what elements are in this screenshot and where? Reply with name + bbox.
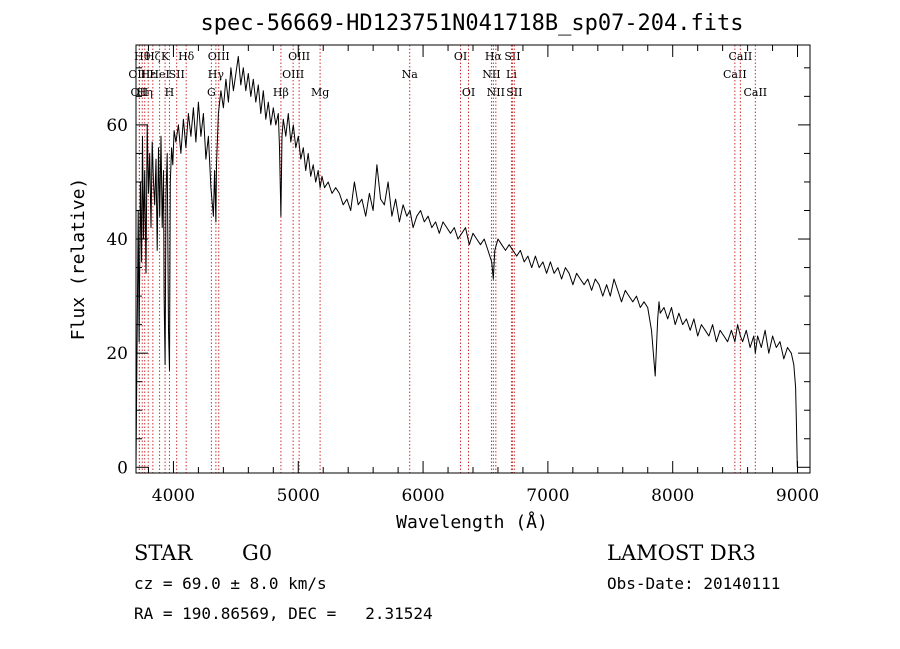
marker-label-20: OI bbox=[462, 86, 475, 99]
marker-label-27: CaII bbox=[723, 68, 747, 81]
marker-label-18: Na bbox=[402, 68, 419, 81]
spectral-line-markers: OII OIII Hθ Hη Hε Hζ HeI K H SII Hδ G Hγ OIII Hβ OIII OI… bbox=[128, 45, 767, 473]
marker-label-25: SII bbox=[504, 50, 520, 63]
y-axis-label: Flux (relative) bbox=[68, 178, 89, 341]
marker-label-7: K bbox=[161, 50, 170, 63]
marker-label-0: OII bbox=[131, 86, 149, 99]
marker-label-23: NII bbox=[487, 86, 505, 99]
x-tick-label-1: 5000 bbox=[277, 486, 320, 506]
marker-label-14: Hβ bbox=[273, 86, 289, 99]
survey-name: LAMOST DR3 bbox=[607, 541, 756, 565]
redshift-velocity: cz = 69.0 ± 8.0 km/s bbox=[134, 574, 327, 593]
flux-series bbox=[135, 55, 798, 468]
marker-label-12: Hγ bbox=[208, 68, 225, 81]
coordinates: RA = 190.86569, DEC = 2.31524 bbox=[134, 604, 433, 623]
marker-label-4: Hε bbox=[141, 68, 157, 81]
marker-label-17: Mg bbox=[311, 86, 329, 99]
y-axis: 0 20 40 60 bbox=[106, 67, 810, 478]
x-tick-label-2: 6000 bbox=[401, 486, 444, 506]
marker-label-9: SII bbox=[169, 68, 185, 81]
marker-label-21: NII bbox=[482, 68, 500, 81]
flux-line bbox=[135, 55, 798, 468]
observation-date: Obs-Date: 20140111 bbox=[607, 574, 781, 593]
marker-label-11: G bbox=[207, 86, 216, 99]
marker-label-5: Hζ bbox=[145, 50, 161, 63]
x-axis-label: Wavelength (Å) bbox=[396, 511, 548, 533]
x-tick-label-5: 9000 bbox=[776, 486, 819, 506]
marker-label-15: OIII bbox=[282, 68, 304, 81]
marker-label-3: Hη bbox=[137, 86, 153, 99]
y-tick-label-2: 40 bbox=[106, 230, 128, 250]
plot-frame bbox=[135, 44, 811, 474]
marker-label-28: CaII bbox=[729, 50, 753, 63]
marker-label-24: Li bbox=[506, 68, 517, 81]
marker-label-22: Hα bbox=[485, 50, 503, 63]
marker-label-29: CaII bbox=[743, 86, 767, 99]
x-axis: 4000 5000 6000 7000 8000 9000 bbox=[147, 45, 819, 506]
x-tick-label-0: 4000 bbox=[152, 486, 195, 506]
chart-title: spec-56669-HD123751N041718B_sp07-204.fit… bbox=[200, 11, 743, 36]
marker-label-26: SII bbox=[506, 86, 522, 99]
marker-label-16: OIII bbox=[288, 50, 310, 63]
marker-label-13: OIII bbox=[208, 50, 230, 63]
marker-label-10: Hδ bbox=[178, 50, 195, 63]
marker-label-8: H bbox=[165, 86, 175, 99]
object-subclass: G0 bbox=[242, 541, 273, 565]
x-tick-label-4: 8000 bbox=[651, 486, 694, 506]
object-class: STAR bbox=[134, 541, 193, 565]
marker-label-2: Hθ bbox=[134, 50, 151, 63]
x-tick-label-3: 7000 bbox=[526, 486, 569, 506]
marker-label-6: HeI bbox=[149, 68, 169, 81]
y-tick-label-0: 0 bbox=[117, 458, 128, 478]
y-tick-label-3: 60 bbox=[106, 116, 128, 136]
y-tick-label-1: 20 bbox=[106, 344, 128, 364]
marker-label-19: OI bbox=[454, 50, 467, 63]
